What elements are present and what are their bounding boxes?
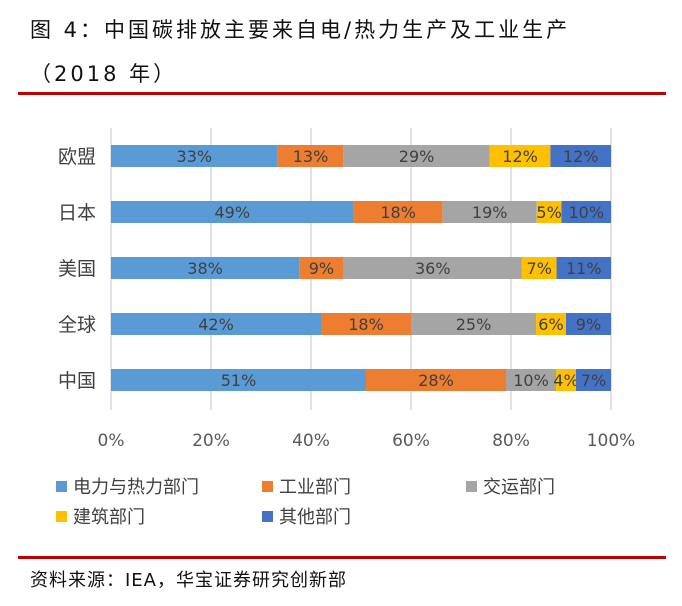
data-label: 6% bbox=[538, 315, 563, 334]
data-label: 12% bbox=[563, 147, 599, 166]
data-label: 33% bbox=[177, 147, 213, 166]
legend-swatch bbox=[466, 481, 477, 492]
data-label: 10% bbox=[513, 371, 549, 390]
data-label: 19% bbox=[472, 203, 508, 222]
bar-segment bbox=[576, 369, 611, 391]
x-tick-label: 40% bbox=[292, 431, 330, 451]
chart-subtitle: （2018 年） bbox=[30, 62, 178, 86]
legend-label: 其他部门 bbox=[279, 507, 351, 528]
bar-segment bbox=[521, 257, 557, 279]
bar-segment bbox=[550, 145, 611, 167]
data-label: 51% bbox=[221, 371, 257, 390]
category-label: 全球 bbox=[58, 314, 96, 336]
bar-segment bbox=[506, 369, 556, 391]
legend-label: 建筑部门 bbox=[73, 507, 145, 528]
category-label: 日本 bbox=[58, 202, 96, 224]
x-tick-label: 60% bbox=[392, 431, 430, 451]
bar-segment bbox=[111, 313, 321, 335]
legend-label: 工业部门 bbox=[279, 477, 351, 498]
bar-segment bbox=[343, 257, 522, 279]
category-label: 美国 bbox=[58, 258, 96, 280]
bar-segment bbox=[561, 201, 611, 223]
data-label: 18% bbox=[380, 203, 416, 222]
bar-segment bbox=[111, 369, 366, 391]
bar-segment bbox=[299, 257, 344, 279]
bar-segment bbox=[411, 313, 536, 335]
bar-segment bbox=[111, 201, 354, 223]
bar-segment bbox=[556, 369, 576, 391]
bar-segment bbox=[321, 313, 411, 335]
bar-segment bbox=[366, 369, 506, 391]
data-label: 5% bbox=[536, 203, 561, 222]
x-tick-label: 0% bbox=[98, 431, 125, 451]
bar-segment bbox=[353, 201, 443, 223]
data-label: 18% bbox=[348, 315, 384, 334]
data-label: 13% bbox=[293, 147, 329, 166]
bar-segment bbox=[277, 145, 344, 167]
data-label: 9% bbox=[576, 315, 601, 334]
legend-swatch bbox=[56, 511, 67, 522]
x-tick-label: 100% bbox=[587, 431, 636, 451]
legend-swatch bbox=[262, 481, 273, 492]
bar-segment bbox=[536, 313, 566, 335]
x-tick-label: 20% bbox=[192, 431, 230, 451]
data-label: 9% bbox=[309, 259, 334, 278]
data-label: 10% bbox=[568, 203, 604, 222]
legend-label: 交运部门 bbox=[483, 477, 555, 498]
legend-swatch bbox=[56, 481, 67, 492]
bar-segment bbox=[111, 145, 278, 167]
data-label: 25% bbox=[456, 315, 492, 334]
data-label: 11% bbox=[566, 259, 602, 278]
bar-segment bbox=[343, 145, 490, 167]
bar-segment bbox=[489, 145, 551, 167]
data-label: 29% bbox=[399, 147, 435, 166]
bar-segment bbox=[536, 201, 562, 223]
data-label: 28% bbox=[418, 371, 454, 390]
data-label: 42% bbox=[198, 315, 234, 334]
bar-segment bbox=[442, 201, 537, 223]
source-note: 资料来源：IEA，华宝证券研究创新部 bbox=[30, 570, 347, 591]
data-label: 7% bbox=[527, 259, 552, 278]
top-rule bbox=[18, 92, 666, 95]
legend-swatch bbox=[262, 511, 273, 522]
data-label: 4% bbox=[553, 371, 578, 390]
bar-segment bbox=[111, 257, 300, 279]
x-tick-label: 80% bbox=[492, 431, 530, 451]
data-label: 36% bbox=[415, 259, 451, 278]
legend-label: 电力与热力部门 bbox=[73, 477, 199, 498]
category-label: 欧盟 bbox=[58, 146, 96, 168]
data-label: 7% bbox=[581, 371, 606, 390]
bottom-rule bbox=[18, 556, 666, 559]
bar-segment bbox=[566, 313, 611, 335]
bar-segment bbox=[556, 257, 611, 279]
category-label: 中国 bbox=[58, 370, 96, 392]
data-label: 12% bbox=[502, 147, 538, 166]
data-label: 38% bbox=[187, 259, 223, 278]
chart-title: 图 4：中国碳排放主要来自电/热力生产及工业生产 bbox=[30, 18, 571, 42]
data-label: 49% bbox=[215, 203, 251, 222]
